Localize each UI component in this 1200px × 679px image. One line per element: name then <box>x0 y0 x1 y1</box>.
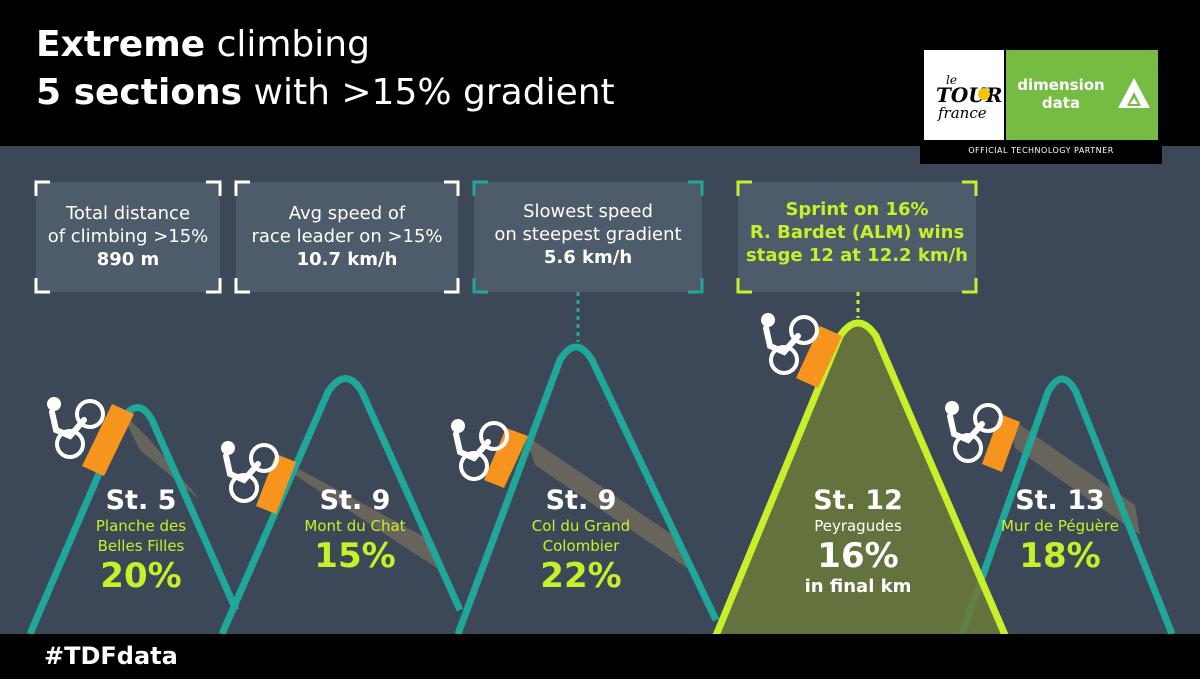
climb-name: Colombier <box>542 537 620 555</box>
stat-value: stage 12 at 12.2 km/h <box>746 245 968 266</box>
gradient-note: in final km <box>804 576 912 597</box>
stat-line: Slowest speed <box>523 201 653 222</box>
slope-shadows <box>120 410 1140 570</box>
stat-line: on steepest gradient <box>494 224 682 245</box>
gradient-value: 16% <box>817 536 899 576</box>
cyclist-icons <box>47 313 1003 503</box>
stage-number: St. 9 <box>545 485 617 516</box>
climb-name: Col du Grand <box>531 517 631 535</box>
stat-line: Avg speed of <box>288 203 406 224</box>
mountain-label-1: St. 5 Planche des Belles Filles 20% <box>76 485 206 597</box>
climb-name: Planche des <box>95 517 187 535</box>
mountain-label-5: St. 13 Mur de Péguère 18% <box>990 485 1130 577</box>
svg-text:le: le <box>946 73 957 87</box>
mountain-stage-9-colombier <box>454 343 720 636</box>
mountain-stage-13 <box>958 375 1176 636</box>
gradient-value: 18% <box>1019 536 1101 576</box>
stat-sprint: Sprint on 16% R. Bardet (ALM) wins stage… <box>738 182 976 292</box>
slope-markers <box>82 326 1020 514</box>
stage-number: St. 9 <box>319 485 391 516</box>
stat-avg-speed: Avg speed of race leader on >15% 10.7 km… <box>236 182 458 292</box>
mountain-label-4: St. 12 Peyragudes 16% in final km <box>788 486 928 598</box>
gradient-value: 20% <box>100 556 182 596</box>
cyclist-icon <box>47 397 105 459</box>
cyclist-icon <box>221 441 279 503</box>
box-brackets <box>34 180 978 294</box>
partner-name: dimension data <box>1017 76 1105 112</box>
stat-line: Sprint on 16% <box>785 199 929 220</box>
mountain-label-3: St. 9 Col du Grand Colombier 22% <box>506 485 656 597</box>
gradient-value: 22% <box>540 556 622 596</box>
stage-number: St. 13 <box>1015 485 1105 516</box>
stage-number: St. 12 <box>813 485 903 516</box>
stat-line: of climbing >15% <box>47 226 209 247</box>
stat-line: race leader on >15% <box>251 226 443 247</box>
cyclist-icon <box>451 419 509 481</box>
sponsor-logo: le TOUR france dimension data OFFICIAL T… <box>920 46 1162 164</box>
stat-total-distance: Total distance of climbing >15% 890 m <box>36 182 220 292</box>
climb-name: Peyragudes <box>814 517 902 535</box>
tour-de-france-logo: le TOUR france <box>924 50 1004 140</box>
svg-text:france: france <box>937 104 987 122</box>
mountain-stage-9-chat <box>218 375 464 636</box>
mountain-stage-12 <box>694 319 1028 679</box>
title-line-2: 5 sections with >15% gradient <box>36 72 615 113</box>
climb-name: Mont du Chat <box>304 517 406 535</box>
stat-value: 890 m <box>96 249 160 270</box>
stat-line: Total distance <box>65 203 191 224</box>
stat-slowest-speed: Slowest speed on steepest gradient 5.6 k… <box>474 182 702 292</box>
logo-caption: OFFICIAL TECHNOLOGY PARTNER <box>968 146 1114 155</box>
gradient-value: 15% <box>314 536 396 576</box>
stage-number: St. 5 <box>105 485 177 516</box>
tour-de-france-mark: le TOUR france <box>936 73 1002 122</box>
dimension-data-logo: dimension data <box>1006 50 1158 140</box>
stat-value: 10.7 km/h <box>296 249 398 270</box>
cyclist-icon <box>945 401 1003 463</box>
hashtag[interactable]: #TDFdata <box>44 642 178 670</box>
svg-text:TOUR: TOUR <box>936 83 1002 107</box>
triangle-logo-icon <box>1118 78 1150 108</box>
footer-bar <box>0 634 1200 679</box>
cyclist-icon <box>761 313 819 375</box>
title-line-1: Extreme climbing <box>36 24 370 65</box>
stat-value: 5.6 km/h <box>543 247 633 268</box>
mountain-label-2: St. 9 Mont du Chat 15% <box>280 485 430 577</box>
climb-name: Belles Filles <box>97 537 185 555</box>
climb-name: Mur de Péguère <box>1001 517 1119 535</box>
stat-line: R. Bardet (ALM) wins <box>749 222 965 243</box>
